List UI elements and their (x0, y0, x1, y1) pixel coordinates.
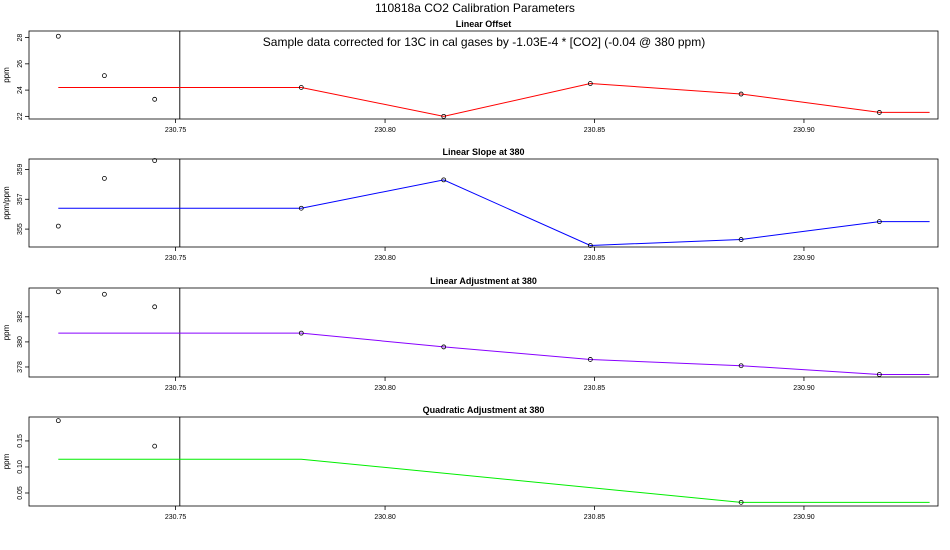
y-axis-label: ppm (2, 453, 11, 469)
data-point (102, 291, 107, 297)
x-tick-label: 230.85 (584, 255, 606, 262)
data-point (102, 175, 107, 181)
panel-title: Quadratic Adjustment at 380 (423, 405, 545, 415)
figure-title: 110818a CO2 Calibration Parameters (375, 1, 575, 15)
y-axis-label: ppm (2, 67, 11, 83)
data-point (298, 330, 304, 336)
data-point (587, 243, 593, 248)
correction-note: Sample data corrected for 13C in cal gas… (263, 35, 705, 49)
plot-frame (28, 158, 939, 248)
y-tick-label: 357 (17, 193, 24, 205)
data-point (55, 33, 61, 39)
x-tick-label: 230.90 (793, 385, 815, 392)
data-point (587, 357, 593, 362)
y-tick-label: 26 (17, 60, 24, 68)
x-tick-label: 230.75 (165, 127, 187, 134)
data-point (152, 158, 158, 163)
x-tick-label: 230.90 (793, 255, 815, 262)
panel-title: Linear Adjustment at 380 (430, 276, 537, 286)
data-point (152, 443, 158, 449)
series-line (58, 332, 930, 375)
y-tick-label: 359 (17, 163, 24, 175)
panel-title: Linear Offset (456, 19, 512, 29)
y-tick-label: 0.15 (17, 434, 24, 448)
data-point (876, 372, 882, 377)
data-point (152, 96, 158, 102)
y-axis-label: ppm (2, 324, 11, 340)
data-point (876, 110, 882, 115)
x-tick-label: 230.75 (165, 255, 187, 262)
y-tick-label: 378 (17, 361, 24, 373)
data-point (55, 223, 61, 229)
data-point (441, 113, 447, 119)
x-tick-label: 230.85 (584, 514, 606, 521)
series-line (58, 458, 930, 503)
plot-frame (28, 287, 939, 378)
data-point (102, 73, 107, 79)
x-tick-label: 230.80 (374, 127, 396, 134)
plot-frame (28, 416, 939, 507)
panel-linear-offset: Linear Offset ppm Sample data corrected … (2, 19, 939, 134)
y-tick-label: 380 (17, 336, 24, 348)
data-point (738, 91, 744, 97)
y-tick-label: 0.05 (17, 486, 24, 500)
y-tick-label: 0.10 (17, 460, 24, 474)
data-point (298, 85, 304, 90)
plot-frame (28, 30, 939, 120)
x-tick-label: 230.80 (374, 385, 396, 392)
y-tick-label: 382 (17, 311, 24, 323)
data-point (441, 344, 447, 350)
y-axis-label: ppm/ppm (2, 186, 11, 220)
x-tick-label: 230.75 (165, 385, 187, 392)
y-tick-label: 28 (17, 34, 24, 42)
panel-linear-slope: Linear Slope at 380 ppm/ppm 230.75 230.80… (2, 147, 939, 262)
data-point (738, 237, 744, 242)
x-tick-label: 230.90 (793, 514, 815, 521)
panel-title: Linear Slope at 380 (442, 147, 524, 157)
x-tick-label: 230.85 (584, 385, 606, 392)
x-tick-label: 230.80 (374, 514, 396, 521)
series-line (58, 82, 930, 117)
data-point (55, 418, 61, 424)
data-point (55, 289, 61, 295)
y-tick-label: 355 (17, 223, 24, 235)
x-tick-label: 230.75 (165, 514, 187, 521)
panel-quadratic-adjustment: Quadratic Adjustment at 380 ppm 230.75 23… (2, 405, 939, 521)
y-tick-label: 24 (17, 86, 24, 94)
series-line (58, 179, 930, 247)
data-point (738, 499, 744, 505)
panel-linear-adjustment: Linear Adjustment at 380 ppm 230.75 230.8… (2, 276, 939, 392)
x-tick-label: 230.90 (793, 127, 815, 134)
data-point (587, 81, 593, 86)
data-point (876, 219, 882, 225)
data-point (738, 363, 744, 369)
data-point (152, 304, 158, 310)
data-point (298, 205, 304, 211)
x-tick-label: 230.85 (584, 127, 606, 134)
x-tick-label: 230.80 (374, 255, 396, 262)
y-tick-label: 22 (17, 112, 24, 120)
data-point (441, 177, 447, 183)
